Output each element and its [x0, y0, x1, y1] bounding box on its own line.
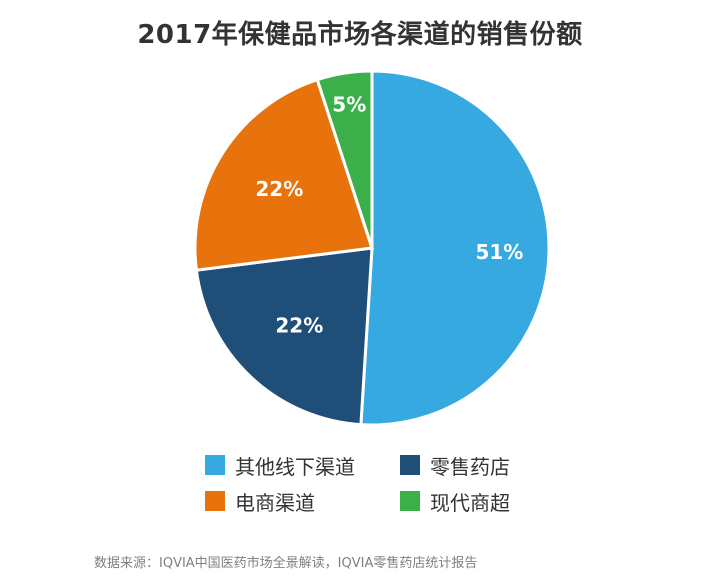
legend-label-other-offline: 其他线下渠道 — [235, 454, 355, 479]
legend-item-retail-pharmacy: 零售药店 — [400, 452, 510, 479]
pie-slice-retail-pharmacy — [194, 246, 374, 427]
legend-swatch-other-offline — [205, 455, 225, 475]
slice-label-supermarket: 5% — [332, 93, 366, 117]
legend-item-ecommerce: 电商渠道 — [205, 488, 315, 515]
pie-slice-other-offline — [359, 69, 551, 427]
slice-label-other-offline: 51% — [475, 240, 523, 264]
pie-slice-ecommerce — [193, 77, 374, 272]
legend-item-supermarket: 现代商超 — [400, 488, 510, 515]
legend-label-retail-pharmacy: 零售药店 — [430, 454, 510, 479]
legend-swatch-supermarket — [400, 491, 420, 511]
legend-label-supermarket: 现代商超 — [430, 490, 510, 515]
slice-label-ecommerce: 22% — [255, 177, 303, 201]
pie-slice-supermarket — [315, 69, 374, 249]
legend-item-other-offline: 其他线下渠道 — [205, 452, 355, 479]
data-source-note: 数据来源：IQVIA中国医药市场全景解读，IQVIA零售药店统计报告 — [94, 556, 478, 571]
legend-swatch-retail-pharmacy — [400, 455, 420, 475]
slice-label-retail-pharmacy: 22% — [275, 313, 323, 337]
legend-label-ecommerce: 电商渠道 — [235, 490, 315, 515]
legend-swatch-ecommerce — [205, 491, 225, 511]
chart-title: 2017年保健品市场各渠道的销售份额 — [137, 20, 583, 50]
